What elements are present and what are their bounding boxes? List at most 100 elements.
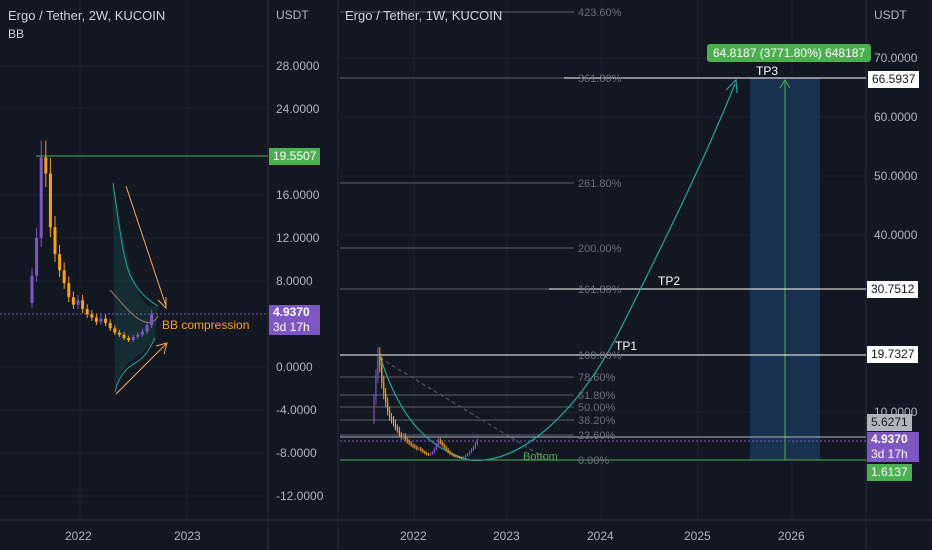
candle-body xyxy=(404,435,406,440)
candle-body xyxy=(390,417,393,421)
candle-body xyxy=(437,440,439,446)
right-currency: USDT xyxy=(874,8,907,22)
right-price-tick: 40.0000 xyxy=(874,228,918,242)
candle-body xyxy=(474,443,476,448)
candle-body xyxy=(99,318,103,322)
candle-body xyxy=(90,314,94,318)
candle-body xyxy=(402,435,404,438)
candle-body xyxy=(396,427,398,430)
candle-body xyxy=(476,440,478,444)
candle-body xyxy=(408,441,410,444)
candle-body xyxy=(406,439,408,442)
candle-body xyxy=(108,322,112,329)
left-price-axis: 28.0000 24.0000 16.0000 12.0000 8.0000 0… xyxy=(276,59,324,503)
candle-body xyxy=(418,448,420,450)
left-current-price-tag: 4.9370 3d 17h xyxy=(269,305,320,335)
candle-body xyxy=(48,173,52,228)
fib-label: 0.00% xyxy=(578,455,609,467)
right-current-price: 4.9370 xyxy=(871,432,908,446)
right-price-tick: 70.0000 xyxy=(874,51,918,65)
candle-body xyxy=(441,442,443,446)
candle-body xyxy=(122,334,126,338)
left-current-price: 4.9370 xyxy=(273,305,310,319)
fib-label: 161.80% xyxy=(578,284,622,296)
candle-body xyxy=(392,420,395,423)
candle-body xyxy=(385,394,387,403)
right-time-tick: 2025 xyxy=(684,529,711,543)
left-time-tick: 2023 xyxy=(174,529,201,543)
candle-body xyxy=(457,456,459,458)
candle-body xyxy=(459,457,461,459)
candle-body xyxy=(439,440,441,443)
fib-label: 423.60% xyxy=(578,7,622,19)
candle-body xyxy=(463,457,465,459)
candle-body xyxy=(76,300,80,305)
fib-label: 23.60% xyxy=(578,430,616,442)
tp1-label: TP1 xyxy=(615,339,637,353)
candle-body xyxy=(379,356,381,366)
right-time-tick: 2023 xyxy=(493,529,520,543)
right-price-tick: 60.0000 xyxy=(874,110,918,124)
right-time-tick: 2026 xyxy=(778,529,805,543)
left-price-tick: -12.0000 xyxy=(276,489,324,503)
right-countdown: 3d 17h xyxy=(871,447,908,461)
candle-body xyxy=(127,337,131,341)
compression-arrows xyxy=(115,185,168,395)
fib-lines xyxy=(340,11,574,436)
arrow-up-head xyxy=(155,342,168,355)
candle-body xyxy=(422,450,424,452)
candle-body xyxy=(387,402,389,412)
candle-body xyxy=(428,454,430,456)
candle-body xyxy=(449,451,451,454)
candle-body xyxy=(53,227,57,255)
right-time-tick: 2024 xyxy=(587,529,614,543)
candle-body xyxy=(443,445,445,448)
candle-body xyxy=(453,454,455,457)
candle-body xyxy=(383,382,385,395)
candle-body xyxy=(412,445,414,447)
candle-body xyxy=(30,275,34,304)
candle-body xyxy=(131,336,135,341)
fib-label: 100.00% xyxy=(578,350,622,362)
candle-body xyxy=(467,454,469,456)
candle-body xyxy=(58,254,62,271)
gray-level-tag: 5.6271 xyxy=(867,414,912,431)
arrow-up xyxy=(115,343,167,395)
candle-body xyxy=(113,328,117,333)
candle-body xyxy=(375,376,377,400)
candle-body xyxy=(373,399,375,421)
right-time-axis: 2022 2023 2024 2025 2026 xyxy=(400,529,805,543)
candle-body xyxy=(455,456,457,458)
tp3-price-tag: 66.5937 xyxy=(867,70,921,89)
right-time-tick: 2022 xyxy=(400,529,427,543)
fib-label: 261.80% xyxy=(578,178,622,190)
right-price-tick: 50.0000 xyxy=(874,169,918,183)
candle-body xyxy=(39,157,43,238)
bb-basis xyxy=(109,289,159,323)
fib-label: 361.80% xyxy=(578,73,622,85)
bb-lower-band xyxy=(114,337,156,393)
fib-label: 38.20% xyxy=(578,415,616,427)
candle-body xyxy=(435,445,437,450)
left-price-tick: 12.0000 xyxy=(276,231,320,245)
candle-body xyxy=(424,451,426,454)
candle-body xyxy=(416,447,418,450)
candle-body xyxy=(145,325,149,332)
fib-level-labels: 423.60% 361.80% 261.80% 200.00% 161.80% … xyxy=(578,7,622,467)
candle-body xyxy=(81,300,85,309)
candle-body xyxy=(465,455,467,458)
tp1-price-tag: 19.7327 xyxy=(867,346,919,363)
candle-body xyxy=(472,447,475,450)
candle-body xyxy=(451,453,453,455)
candle-body xyxy=(426,453,428,455)
candle-body xyxy=(136,334,140,337)
candle-body xyxy=(429,453,432,455)
candle-body xyxy=(410,443,412,446)
tp3-label: TP3 xyxy=(756,64,778,78)
left-currency: USDT xyxy=(276,8,309,22)
arrow-down xyxy=(125,185,167,307)
candle-body xyxy=(150,314,154,326)
candle-body xyxy=(461,457,463,459)
fib-label: 78.60% xyxy=(578,372,616,384)
